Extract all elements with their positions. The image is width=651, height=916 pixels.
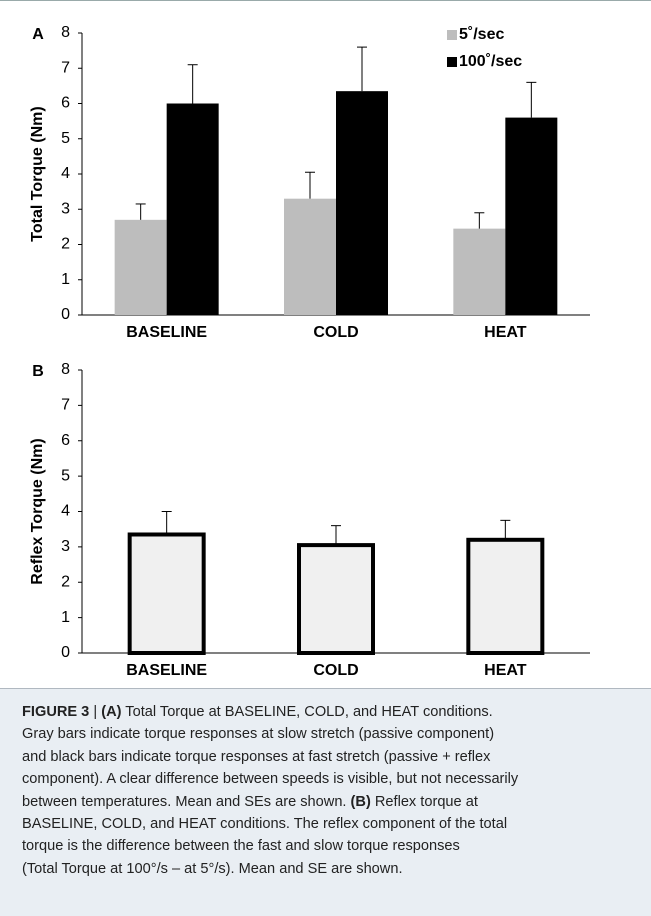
y-tick-label: 3 <box>61 538 70 555</box>
panel-label: A <box>32 26 44 43</box>
caption-text: component). A clear difference between s… <box>22 771 519 788</box>
caption-line: component). A clear difference between s… <box>22 768 651 790</box>
caption-text: (Total Torque at 100°/s – at 5°/s). Mean… <box>22 860 403 877</box>
caption-text: Total Torque at BASELINE, COLD, and HEAT… <box>121 704 493 720</box>
caption-line: Gray bars indicate torque responses at s… <box>22 723 651 745</box>
caption-text: and black bars indicate torque responses… <box>22 748 491 765</box>
bar <box>466 537 545 655</box>
caption-line: between temperatures. Mean and SEs are s… <box>22 791 651 813</box>
charts: A Total Torque (Nm) 0 1 2 3 4 5 6 7 8 BASELINE COLD H… <box>0 0 651 679</box>
y-tick-label: 4 <box>61 503 70 520</box>
caption-text: | <box>89 704 102 720</box>
y-tick-label: 0 <box>61 644 70 661</box>
x-tick-label: HEAT <box>484 662 527 679</box>
caption-line: FIGURE 3 | (A) Total Torque at BASELINE,… <box>22 701 651 723</box>
bar <box>284 198 336 315</box>
caption-line: BASELINE, COLD, and HEAT conditions. The… <box>22 813 651 835</box>
caption-line: (Total Torque at 100°/s – at 5°/s). Mean… <box>22 858 651 880</box>
x-tick-label: COLD <box>313 662 358 679</box>
caption-line: and black bars indicate torque responses… <box>22 746 651 768</box>
y-tick-label: 8 <box>61 24 70 41</box>
y-tick-label: 1 <box>61 609 70 626</box>
y-tick-label: 8 <box>61 361 70 378</box>
bar <box>166 103 219 315</box>
y-tick-label: 0 <box>61 306 70 323</box>
caption-bold: (B) <box>350 793 371 810</box>
y-tick-label: 5 <box>61 130 70 147</box>
x-tick-label: COLD <box>313 324 358 341</box>
legend-label: 100˚/sec <box>459 53 522 70</box>
caption-line: torque is the difference between the fas… <box>22 835 651 857</box>
caption-text: torque is the difference between the fas… <box>22 838 460 855</box>
y-tick-label: 5 <box>61 467 70 484</box>
bar <box>453 228 506 315</box>
bar <box>505 117 558 315</box>
x-tick-label: HEAT <box>484 324 527 341</box>
caption-text: Reflex torque at <box>370 793 478 810</box>
x-tick-label: BASELINE <box>126 662 207 679</box>
legend-swatch <box>447 57 457 67</box>
caption-bold: FIGURE 3 <box>22 704 90 720</box>
y-tick-label: 2 <box>61 573 70 590</box>
bar <box>114 219 167 315</box>
caption-text: Gray bars indicate torque responses at s… <box>22 726 495 743</box>
y-axis-title: Total Torque (Nm) <box>29 106 46 241</box>
y-tick-label: 6 <box>61 95 70 112</box>
y-tick-label: 7 <box>61 59 70 76</box>
caption-text: between temperatures. Mean and SEs are s… <box>22 793 351 810</box>
y-tick-label: 1 <box>61 271 70 288</box>
y-tick-label: 4 <box>61 165 70 182</box>
y-tick-label: 2 <box>61 236 70 253</box>
bar <box>336 91 388 315</box>
caption-bold: (A) <box>101 704 122 720</box>
x-tick-label: BASELINE <box>126 324 207 341</box>
bar <box>127 532 206 656</box>
y-tick-label: 6 <box>61 432 70 449</box>
legend-label: 5˚/sec <box>459 26 504 43</box>
caption: FIGURE 3 | (A) Total Torque at BASELINE,… <box>0 688 651 916</box>
panel-label: B <box>32 363 44 380</box>
legend-swatch <box>447 30 457 40</box>
y-tick-label: 3 <box>61 200 70 217</box>
caption-text: BASELINE, COLD, and HEAT conditions. The… <box>22 816 508 833</box>
y-tick-label: 7 <box>61 397 70 414</box>
y-axis-title: Reflex Torque (Nm) <box>29 438 46 584</box>
bar <box>297 543 375 656</box>
